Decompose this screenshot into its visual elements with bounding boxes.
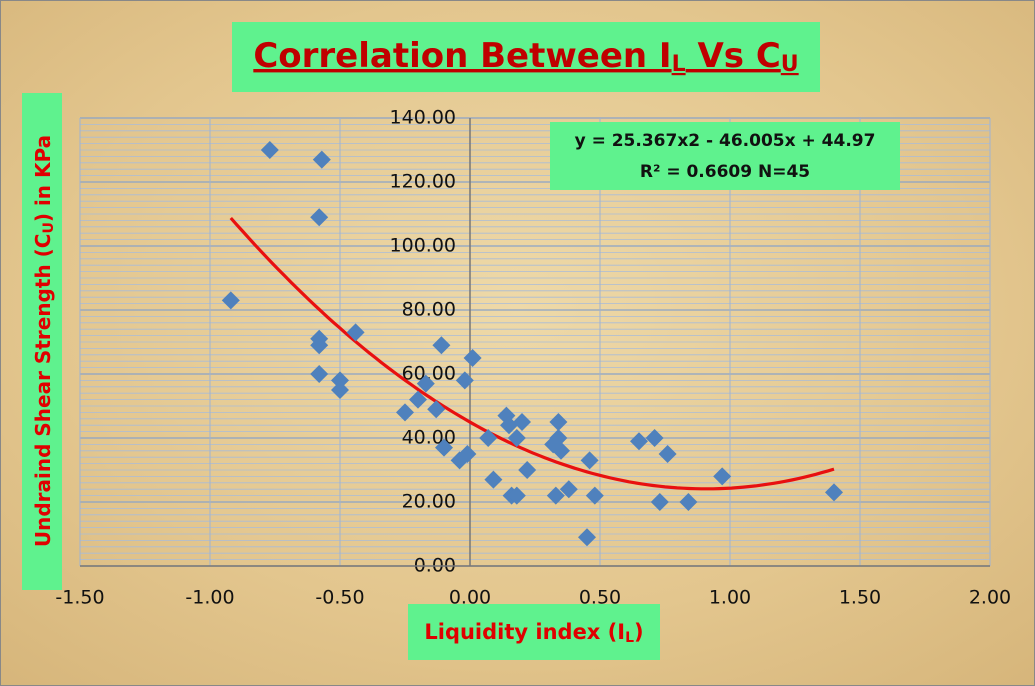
point (650, 493, 669, 511)
point (552, 441, 570, 460)
title-box (232, 22, 820, 92)
y-tick-label: 120.00 (390, 171, 456, 193)
x-tick-label: 2.00 (969, 587, 1011, 609)
point (396, 403, 414, 422)
point (455, 371, 474, 390)
y-tick-label: 80.00 (402, 299, 456, 321)
chart-title: Correlation Between IL Vs CU (253, 36, 798, 78)
title-sub: L (672, 52, 686, 77)
x-label-text: Liquidity index (I (424, 620, 625, 644)
point (427, 400, 446, 419)
y-tick-label: 60.00 (402, 363, 456, 385)
point (507, 486, 526, 505)
point (658, 445, 677, 463)
trendline (229, 216, 835, 491)
point (645, 429, 664, 447)
point (331, 371, 349, 390)
point (549, 413, 568, 431)
point (630, 432, 648, 451)
point (346, 323, 365, 342)
y-label-sub: U (41, 222, 57, 233)
y-label-text: Undraind Shear Strength (C (31, 234, 55, 548)
title-sub: U (781, 52, 799, 77)
x-tick-label: -0.50 (315, 587, 364, 609)
y-label-box (22, 93, 62, 590)
point (513, 413, 531, 431)
x-axis-label: Liquidity index (IL) (424, 620, 643, 646)
x-label-box (408, 604, 660, 660)
point (463, 349, 482, 367)
point (580, 451, 599, 470)
point (679, 493, 698, 511)
y-axis-label: Undraind Shear Strength (CU) in KPa (31, 135, 58, 547)
point (549, 429, 568, 447)
point (578, 528, 596, 547)
point (825, 483, 843, 502)
point (260, 141, 279, 159)
y-label-text: ) in KPa (31, 135, 55, 222)
x-tick-label: 1.00 (709, 587, 751, 609)
grid: 0.0020.0040.0060.0080.00100.00120.00140.… (55, 107, 1011, 609)
point (221, 291, 240, 310)
point (432, 336, 451, 355)
x-label-text: ) (634, 620, 644, 644)
point (585, 486, 604, 505)
point (479, 429, 498, 447)
point (310, 365, 329, 383)
x-tick-label: 0.00 (449, 587, 491, 609)
point (518, 461, 537, 479)
x-tick-label: -1.50 (55, 587, 104, 609)
point (546, 486, 565, 505)
trend-equation: y = 25.367x2 - 46.005x + 44.97 (575, 131, 876, 151)
x-tick-label: 0.50 (579, 587, 621, 609)
point (484, 470, 503, 489)
y-tick-label: 100.00 (390, 235, 456, 257)
marks (221, 141, 843, 547)
y-tick-label: 20.00 (402, 491, 456, 513)
point (458, 445, 477, 463)
equation-box (550, 122, 900, 190)
trend-stats: R² = 0.6609 N=45 (640, 162, 810, 182)
point (713, 467, 732, 486)
point (331, 381, 349, 399)
title-text: Vs C (686, 36, 781, 76)
point (497, 406, 516, 425)
x-tick-label: 1.50 (839, 587, 881, 609)
point (416, 374, 435, 393)
point (409, 390, 427, 409)
y-tick-label: 140.00 (390, 107, 456, 129)
point (435, 438, 453, 457)
point (310, 208, 329, 227)
x-tick-label: -1.00 (185, 587, 234, 609)
point (310, 336, 329, 355)
point (507, 429, 526, 447)
point (500, 416, 518, 435)
x-label-sub: L (625, 630, 634, 646)
point (559, 480, 578, 499)
point (312, 150, 331, 169)
title-text: Correlation Between I (253, 36, 671, 76)
